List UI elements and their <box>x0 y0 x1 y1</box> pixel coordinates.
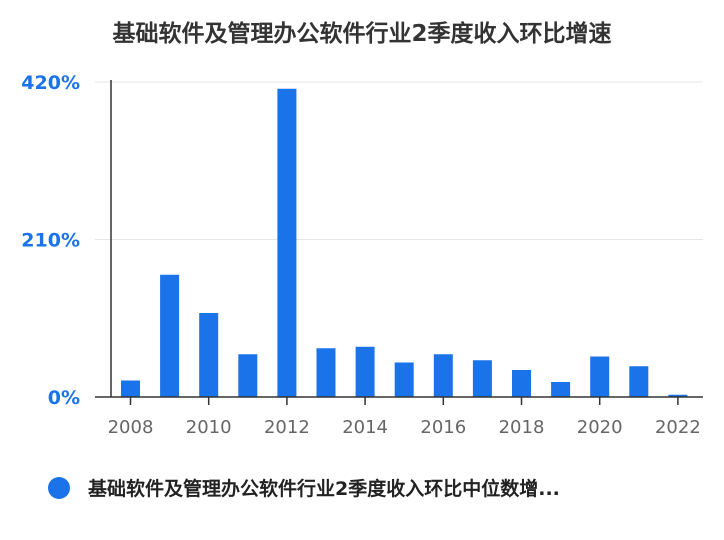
bar-2014[interactable] <box>355 346 375 397</box>
bar-2019[interactable] <box>551 382 571 397</box>
bar-2016[interactable] <box>433 354 453 397</box>
x-tick-label: 2020 <box>577 417 623 438</box>
x-tick-label: 2012 <box>264 417 310 438</box>
y-tick-label: 210% <box>21 230 80 252</box>
x-tick-label: 2016 <box>420 417 466 438</box>
y-tick-labels: 0% 210% 420% <box>21 72 80 409</box>
x-tick-label: 2014 <box>342 417 388 438</box>
x-tick-label: 2018 <box>499 417 545 438</box>
legend-label: 基础软件及管理办公软件行业2季度收入环比中位数增... <box>88 478 560 500</box>
x-tick-label: 2022 <box>655 417 701 438</box>
bar-2021[interactable] <box>629 366 649 397</box>
gridlines <box>95 81 703 240</box>
chart-title: 基础软件及管理办公软件行业2季度收入环比增速 <box>112 21 612 47</box>
bar-2011[interactable] <box>238 354 258 397</box>
x-tick-label: 2008 <box>108 417 154 438</box>
bar-2009[interactable] <box>160 274 180 397</box>
bar-2020[interactable] <box>590 356 610 398</box>
x-tick-label: 2010 <box>186 417 232 438</box>
bar-2018[interactable] <box>512 370 531 397</box>
legend[interactable]: 基础软件及管理办公软件行业2季度收入环比中位数增... <box>48 474 560 501</box>
bar-2010[interactable] <box>199 313 219 397</box>
bars <box>121 88 688 398</box>
y-tick-label: 0% <box>48 387 80 409</box>
bar-2008[interactable] <box>121 380 140 398</box>
x-tick-labels: 2008 2010 2012 2014 2016 2018 2020 2022 <box>108 417 701 438</box>
legend-marker <box>48 476 70 499</box>
bar-2015[interactable] <box>394 362 414 398</box>
y-tick-label: 420% <box>21 72 80 94</box>
bar-2013[interactable] <box>316 348 336 397</box>
bar-2012[interactable] <box>277 88 297 397</box>
bar-2017[interactable] <box>472 360 492 397</box>
axes <box>95 80 703 405</box>
bar-2022[interactable] <box>668 394 688 397</box>
